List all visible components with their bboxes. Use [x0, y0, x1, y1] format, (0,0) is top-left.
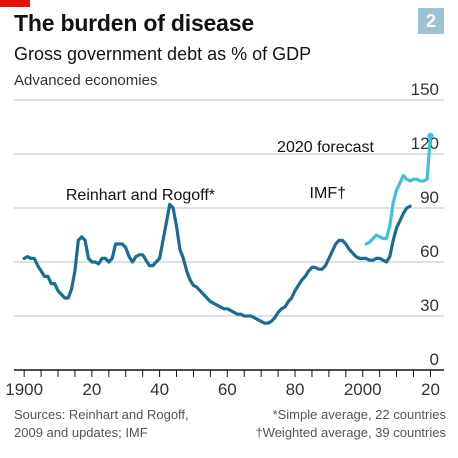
series-line-imf [364, 134, 433, 246]
x-tick-label-1900: 1900 [5, 380, 43, 399]
y-tick-label-90: 90 [420, 188, 439, 207]
chart-subtitle: Gross government debt as % of GDP [14, 44, 312, 64]
annotation-imf: IMF† [310, 185, 346, 202]
x-tick-label-1920: 20 [82, 380, 101, 399]
brand-accent-bar [0, 0, 30, 7]
x-tick-label-2020: 20 [421, 380, 440, 399]
footnotes: *Simple average, 22 countries †Weighted … [255, 406, 446, 442]
x-tick-label-1940: 40 [150, 380, 169, 399]
footnote-simple-average: *Simple average, 22 countries [272, 407, 446, 422]
x-tick-label-2000: 2000 [344, 380, 382, 399]
x-tick-label-1960: 60 [218, 380, 237, 399]
y-tick-label-30: 30 [420, 296, 439, 315]
series-line-rr [22, 202, 412, 325]
forecast-point-2020 [427, 132, 434, 140]
sources-note: Sources: Reinhart and Rogoff, 2009 and u… [14, 406, 189, 442]
y-tick-label-120: 120 [411, 134, 439, 153]
annotation-forecast: 2020 forecast [277, 139, 375, 156]
x-tick-label-1980: 80 [286, 380, 305, 399]
sources-line-2: 2009 and updates; IMF [14, 425, 148, 440]
y-tick-label-0: 0 [430, 350, 439, 369]
y-tick-label-60: 60 [420, 242, 439, 261]
y-tick-label-150: 150 [411, 80, 439, 99]
chart-title: The burden of disease [14, 10, 254, 36]
sources-line-1: Sources: Reinhart and Rogoff, [14, 407, 189, 422]
chart-subtitle-secondary: Advanced economies [14, 72, 158, 89]
footnote-weighted-average: †Weighted average, 39 countries [255, 425, 446, 440]
annotation-rr: Reinhart and Rogoff* [66, 187, 215, 204]
chart-number-badge: 2 [418, 8, 444, 34]
